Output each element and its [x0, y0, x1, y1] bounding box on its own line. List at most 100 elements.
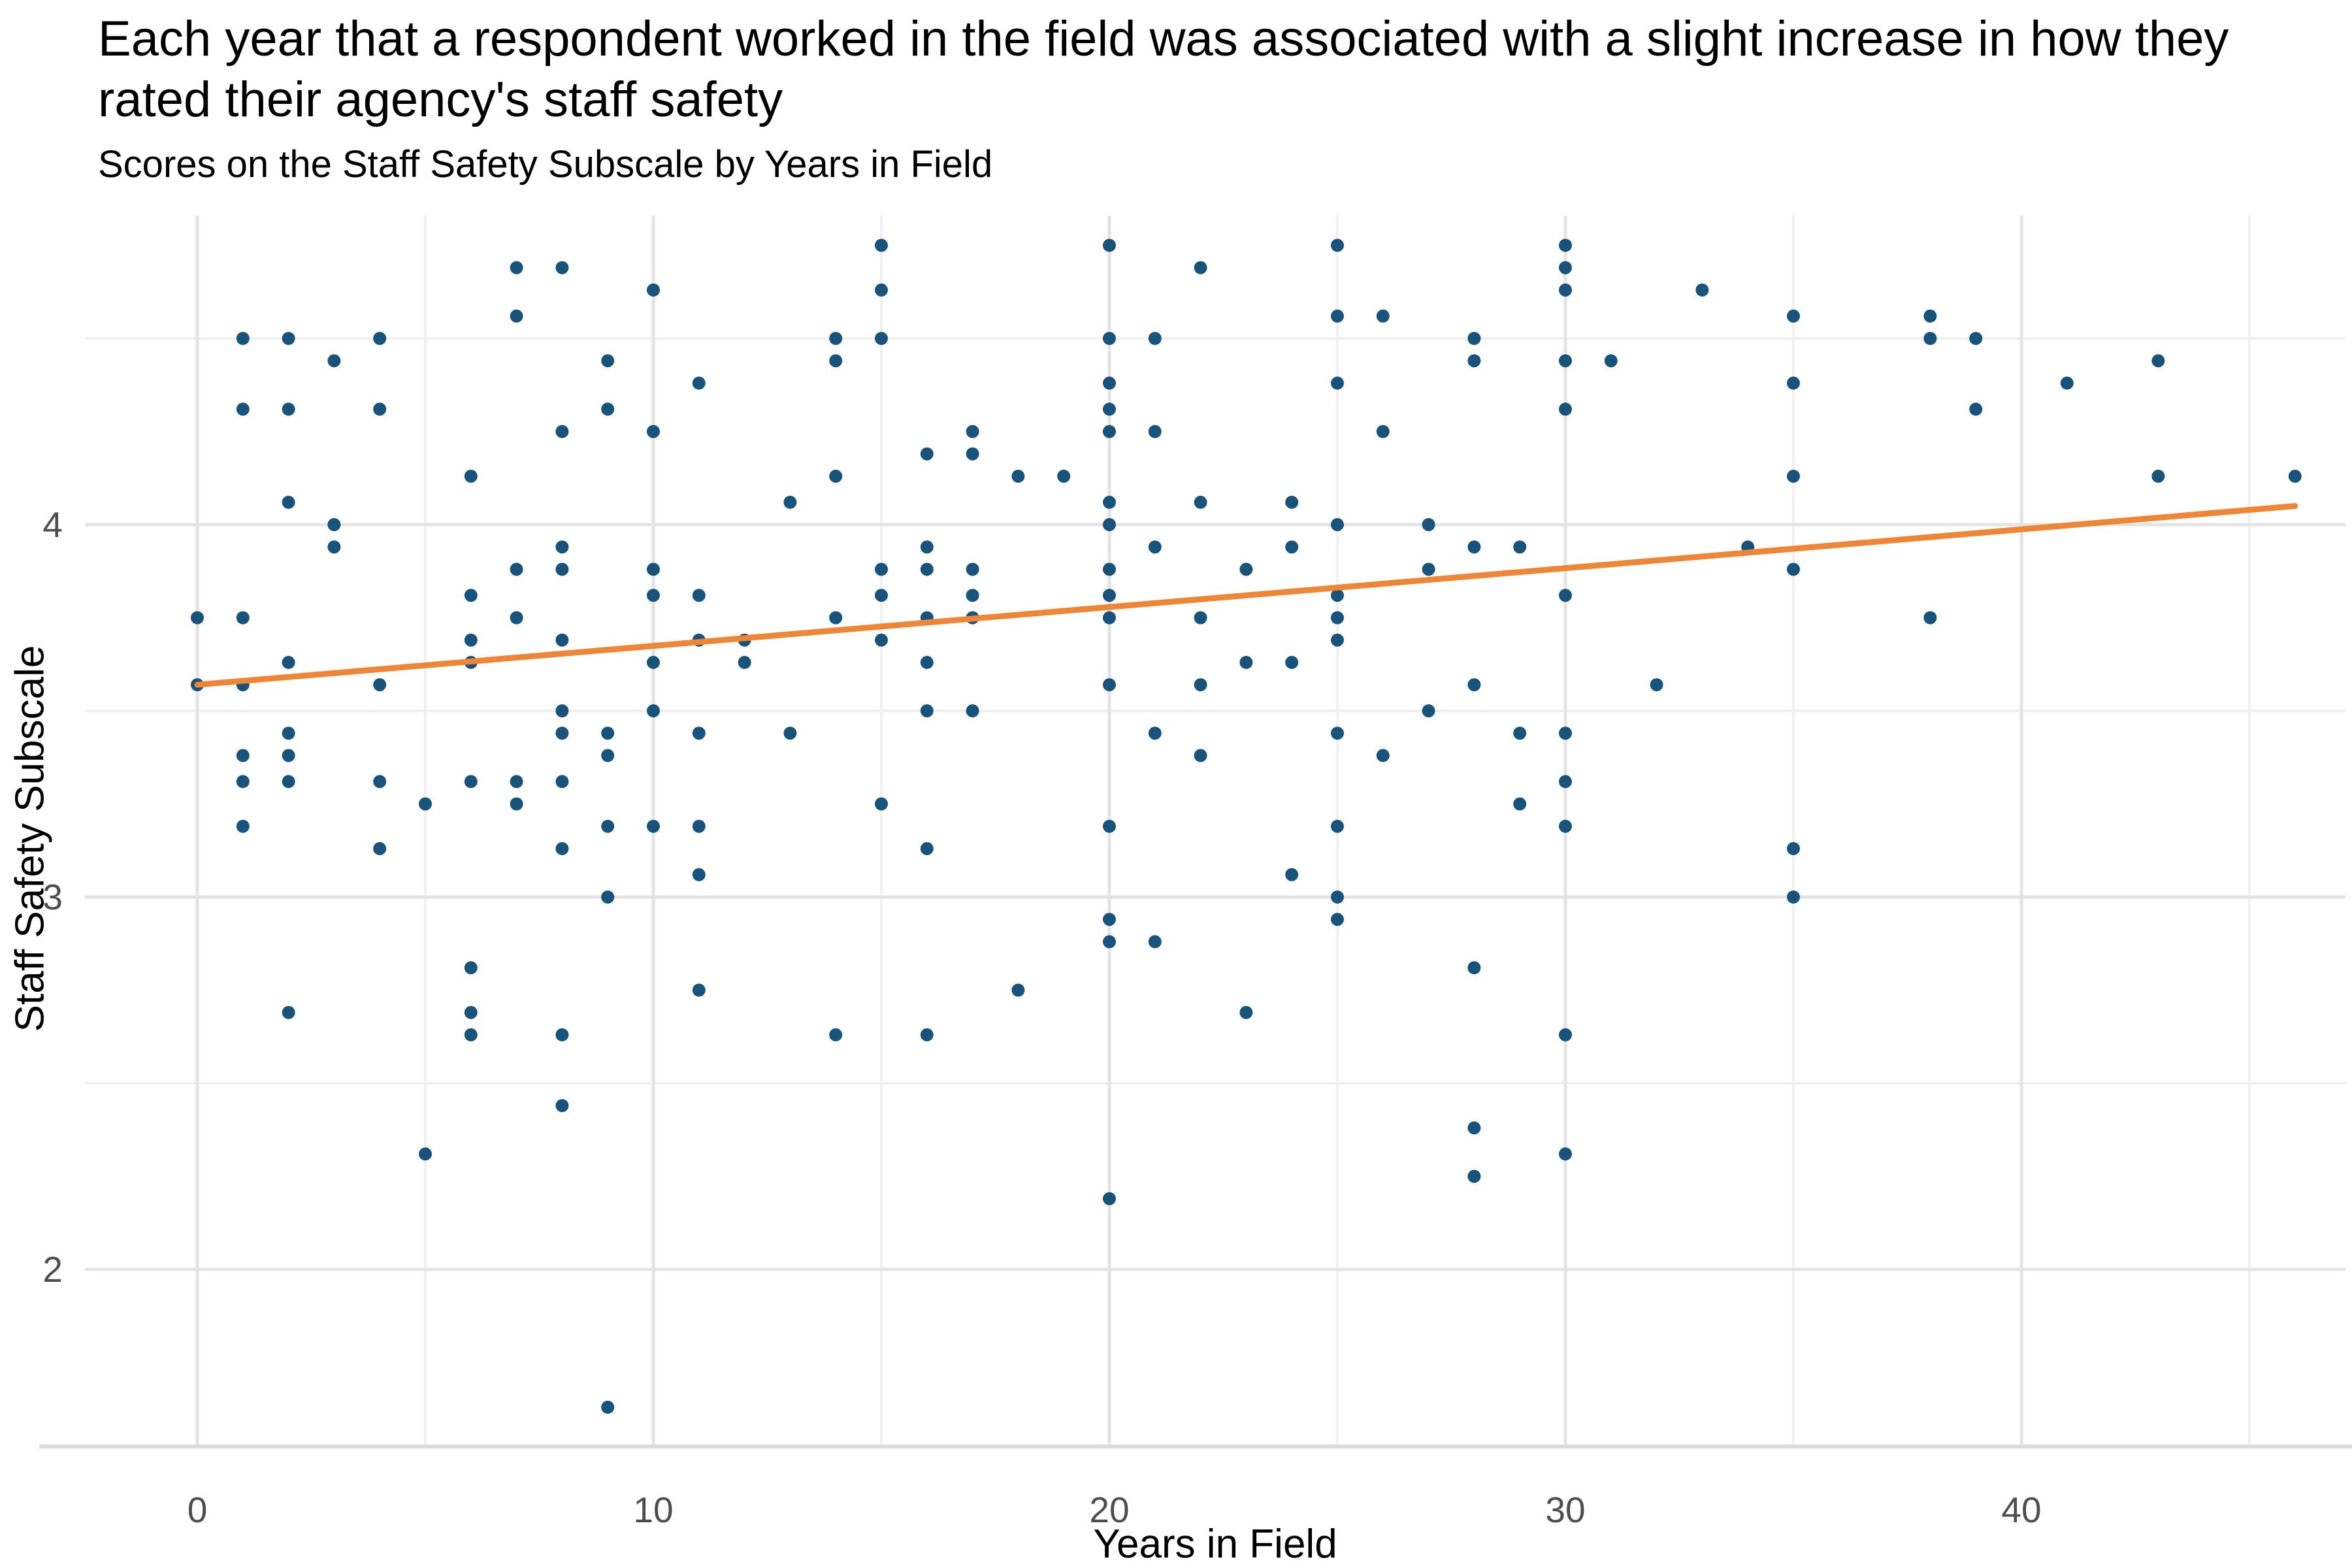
data-point: [1103, 589, 1116, 602]
data-point: [1331, 589, 1344, 602]
data-point: [1331, 611, 1344, 625]
data-point: [191, 611, 204, 625]
y-tick-label: 4: [42, 504, 63, 545]
data-point: [783, 727, 797, 740]
data-point: [1011, 983, 1025, 997]
data-point: [236, 775, 250, 789]
data-point: [555, 775, 569, 789]
data-point: [1650, 678, 1663, 692]
data-point: [510, 309, 523, 323]
data-point: [1103, 332, 1116, 345]
data-point: [966, 425, 979, 438]
data-point: [2151, 354, 2165, 368]
data-point: [1376, 309, 1390, 323]
data-point: [282, 332, 295, 345]
data-point: [920, 447, 934, 461]
data-point: [829, 332, 843, 345]
data-point: [1148, 935, 1162, 949]
data-point: [555, 704, 569, 717]
data-point: [1103, 238, 1116, 252]
data-point: [1559, 1147, 1572, 1161]
data-point: [920, 841, 934, 855]
data-point: [1194, 678, 1207, 692]
data-point: [875, 332, 888, 345]
data-point: [966, 447, 979, 461]
data-point: [1923, 611, 1937, 625]
data-point: [555, 841, 569, 855]
data-point: [1285, 540, 1299, 554]
plot-subtitle: Scores on the Staff Safety Subscale by Y…: [98, 143, 993, 186]
x-tick-label: 0: [188, 1490, 208, 1530]
y-tick-label: 3: [42, 877, 63, 917]
data-point: [692, 868, 706, 881]
data-point: [647, 425, 660, 438]
data-point: [1787, 890, 1800, 904]
data-point: [373, 332, 387, 345]
data-point: [1559, 1028, 1572, 1041]
data-point: [236, 749, 250, 762]
data-point: [601, 749, 615, 762]
data-point: [875, 633, 888, 647]
data-point: [1559, 589, 1572, 602]
data-point: [1194, 495, 1207, 509]
data-point: [1513, 540, 1527, 554]
data-point: [692, 819, 706, 833]
data-point: [1103, 611, 1116, 625]
data-point: [1103, 518, 1116, 531]
data-point: [966, 589, 979, 602]
data-point: [647, 655, 660, 669]
data-point: [1103, 1192, 1116, 1205]
data-point: [1331, 376, 1344, 390]
data-point: [555, 727, 569, 740]
data-point: [1239, 1005, 1253, 1019]
data-point: [1331, 518, 1344, 531]
data-point: [1559, 354, 1572, 368]
data-point: [1103, 678, 1116, 692]
data-point: [875, 238, 888, 252]
data-point: [920, 704, 934, 717]
data-point: [1194, 261, 1207, 274]
data-point: [510, 563, 523, 576]
data-point: [1376, 749, 1390, 762]
data-point: [236, 611, 250, 625]
data-point: [875, 797, 888, 811]
data-point: [647, 819, 660, 833]
data-point: [1787, 309, 1800, 323]
data-point: [829, 354, 843, 368]
data-point: [647, 283, 660, 297]
data-point: [282, 655, 295, 669]
data-point: [601, 402, 615, 416]
data-point: [327, 354, 341, 368]
data-point: [1331, 633, 1344, 647]
data-point: [1422, 704, 1435, 717]
data-point: [920, 1028, 934, 1041]
data-point: [1331, 890, 1344, 904]
data-point: [1467, 961, 1481, 975]
data-point: [1103, 563, 1116, 576]
data-point: [1376, 425, 1390, 438]
data-point: [875, 283, 888, 297]
data-point: [555, 425, 569, 438]
data-point: [282, 402, 295, 416]
data-point: [419, 1147, 432, 1161]
data-point: [966, 704, 979, 717]
data-point: [510, 775, 523, 789]
data-point: [1103, 402, 1116, 416]
data-point: [692, 589, 706, 602]
data-point: [920, 540, 934, 554]
trend-line: [194, 503, 2298, 688]
data-point: [555, 633, 569, 647]
x-tick-label: 10: [633, 1490, 673, 1530]
x-tick-label: 30: [1545, 1490, 1585, 1530]
data-point: [1467, 1121, 1481, 1135]
data-point: [829, 469, 843, 483]
data-point: [1559, 775, 1572, 789]
data-point: [1011, 469, 1025, 483]
data-point: [692, 376, 706, 390]
data-point: [2288, 469, 2302, 483]
data-point: [601, 727, 615, 740]
data-point: [1559, 238, 1572, 252]
data-point: [1285, 868, 1299, 881]
data-point: [1103, 935, 1116, 949]
